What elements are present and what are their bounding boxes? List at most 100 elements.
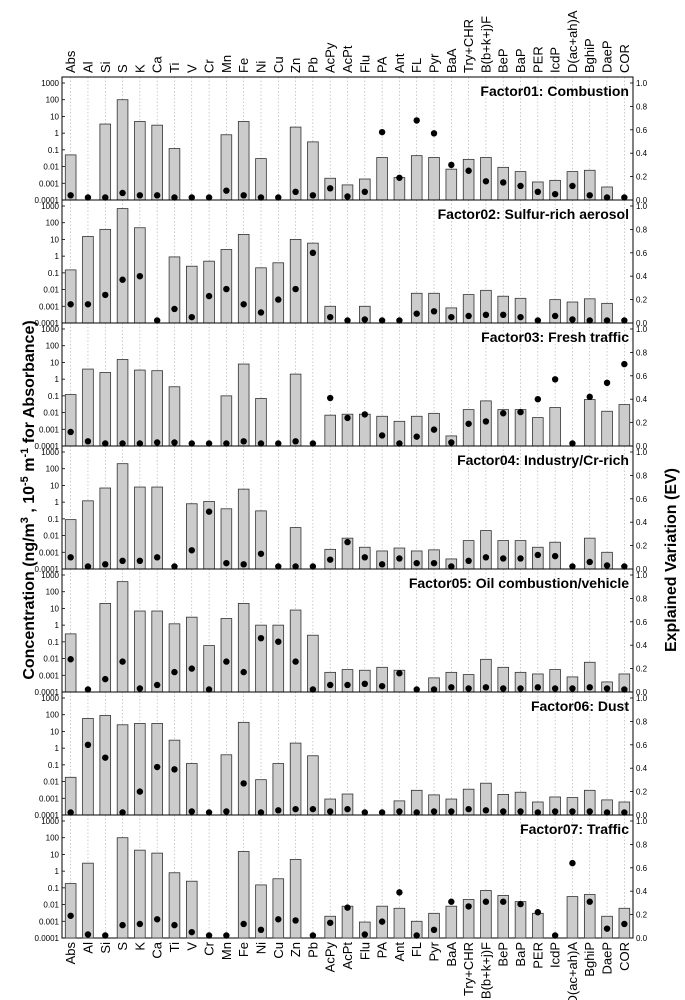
ev-point xyxy=(136,788,144,795)
tick-label-left: 1 xyxy=(55,252,60,261)
tick-label-left: 100 xyxy=(46,96,60,105)
ev-point xyxy=(67,912,74,919)
ev-point xyxy=(171,668,178,676)
ev-point xyxy=(153,192,161,199)
concentration-bar xyxy=(116,581,129,693)
tick-label-right: 0.2 xyxy=(636,173,648,182)
ev-point xyxy=(171,194,178,201)
concentration-bar xyxy=(497,895,509,939)
factor-title: Factor04: Industry/Cr-rich xyxy=(457,452,629,468)
ev-point xyxy=(500,555,507,562)
tick-label-left: 0.001 xyxy=(39,179,60,188)
category-label-top: Al xyxy=(80,61,95,73)
ev-point xyxy=(188,928,195,936)
ev-point xyxy=(240,192,247,199)
category-label-bottom: Cu xyxy=(271,942,286,959)
category-label-top: K xyxy=(132,64,147,73)
ev-point xyxy=(465,167,472,174)
category-label-bottom: Fe xyxy=(236,942,251,957)
category-label-top: V xyxy=(184,64,199,73)
category-label-bottom: Ti xyxy=(167,942,182,952)
tick-label-left: 1 xyxy=(55,375,60,384)
tick-label-left: 1000 xyxy=(41,202,59,211)
concentration-bar xyxy=(116,359,129,447)
category-label-bottom: Abs xyxy=(63,942,78,965)
category-label-top: DaeP xyxy=(600,40,615,73)
concentration-bar xyxy=(64,269,77,324)
tick-label-right: 0.4 xyxy=(636,518,648,527)
concentration-bar xyxy=(237,121,250,201)
ev-point xyxy=(517,182,524,190)
tick-label-right: 0.2 xyxy=(636,296,648,305)
ev-point xyxy=(67,809,74,816)
concentration-bar xyxy=(116,837,129,939)
tick-label-right: 0.0 xyxy=(636,196,648,205)
ev-point xyxy=(326,556,334,563)
concentration-bar xyxy=(168,872,181,939)
ev-point xyxy=(205,932,213,939)
tick-label-left: 100 xyxy=(46,342,60,351)
concentration-bar xyxy=(168,623,181,693)
ev-point xyxy=(621,360,628,368)
ev-point xyxy=(326,313,334,321)
ev-point xyxy=(603,562,611,569)
ev-point xyxy=(500,685,507,692)
tick-label-right: 0.0 xyxy=(636,934,648,943)
concentration-bar xyxy=(64,633,77,693)
category-label-bottom: PER xyxy=(530,942,545,969)
tick-label-right: 0.4 xyxy=(636,887,648,896)
ev-point xyxy=(119,809,126,816)
concentration-bar xyxy=(272,624,285,693)
tick-label-right: 0.4 xyxy=(636,395,648,404)
concentration-bar xyxy=(237,488,250,570)
ev-point xyxy=(378,317,386,324)
ev-point xyxy=(309,805,317,813)
category-label-top: PA xyxy=(375,56,390,73)
ev-point xyxy=(153,681,161,689)
ev-point xyxy=(309,686,317,693)
ev-point xyxy=(551,808,559,815)
ev-point xyxy=(586,898,593,905)
ev-point xyxy=(153,554,161,561)
concentration-bar xyxy=(82,368,94,447)
ev-point xyxy=(500,311,507,319)
ev-point xyxy=(465,805,472,813)
concentration-bar xyxy=(549,407,561,447)
concentration-bar xyxy=(168,148,181,201)
concentration-bar xyxy=(289,239,302,324)
concentration-bar xyxy=(255,158,267,201)
ev-point xyxy=(67,554,74,561)
tick-label-left: 0.1 xyxy=(48,515,60,524)
ev-point xyxy=(102,754,109,761)
concentration-bar xyxy=(99,123,112,201)
concentration-bar xyxy=(272,262,285,324)
ev-point xyxy=(205,508,213,515)
concentration-bar xyxy=(134,723,146,816)
concentration-bar xyxy=(64,519,77,570)
concentration-bar xyxy=(359,413,371,447)
category-label-bottom: Cr xyxy=(202,941,217,955)
ev-point xyxy=(326,919,334,926)
category-label-top: Fe xyxy=(236,58,251,73)
ev-point xyxy=(344,904,351,911)
concentration-bar xyxy=(116,463,129,570)
tick-label-right: 0.6 xyxy=(636,249,648,258)
tick-label-left: 100 xyxy=(46,711,60,720)
concentration-bar xyxy=(549,299,561,324)
category-label-bottom: COR xyxy=(617,942,632,971)
concentration-bar xyxy=(99,715,112,816)
ev-point xyxy=(119,921,126,929)
concentration-bar xyxy=(203,260,215,324)
category-label-bottom: FL xyxy=(409,942,424,957)
tick-label-right: 0.8 xyxy=(636,717,648,726)
category-label-top: IcdP xyxy=(548,47,563,73)
concentration-bar xyxy=(82,500,94,570)
concentration-bar xyxy=(203,645,215,693)
concentration-bar xyxy=(99,487,112,570)
ev-point xyxy=(534,317,542,324)
tick-label-left: 0.01 xyxy=(43,901,59,910)
category-label-top: PER xyxy=(530,46,545,73)
concentration-bar xyxy=(376,157,388,201)
concentration-bar xyxy=(410,415,423,447)
ev-point xyxy=(205,292,213,300)
